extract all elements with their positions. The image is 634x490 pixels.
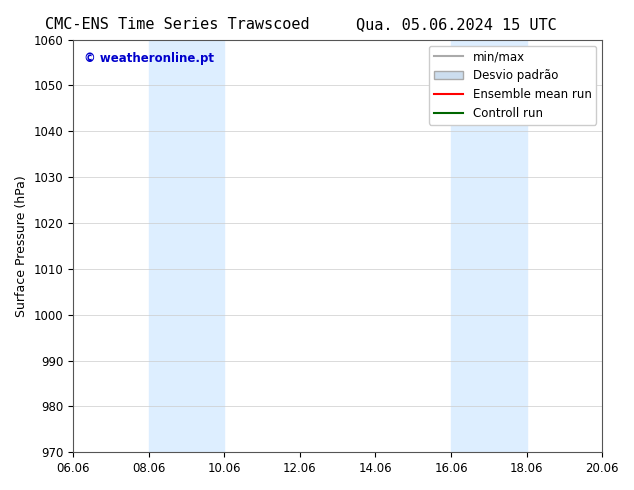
Text: © weatheronline.pt: © weatheronline.pt	[84, 52, 214, 65]
Bar	[489, 40, 527, 452]
Bar	[148, 40, 224, 452]
Y-axis label: Surface Pressure (hPa): Surface Pressure (hPa)	[15, 175, 28, 317]
Bar	[451, 40, 489, 452]
Text: Qua. 05.06.2024 15 UTC: Qua. 05.06.2024 15 UTC	[356, 17, 557, 32]
Text: CMC-ENS Time Series Trawscoed: CMC-ENS Time Series Trawscoed	[45, 17, 310, 32]
Legend: min/max, Desvio padrão, Ensemble mean run, Controll run: min/max, Desvio padrão, Ensemble mean ru…	[429, 46, 597, 124]
